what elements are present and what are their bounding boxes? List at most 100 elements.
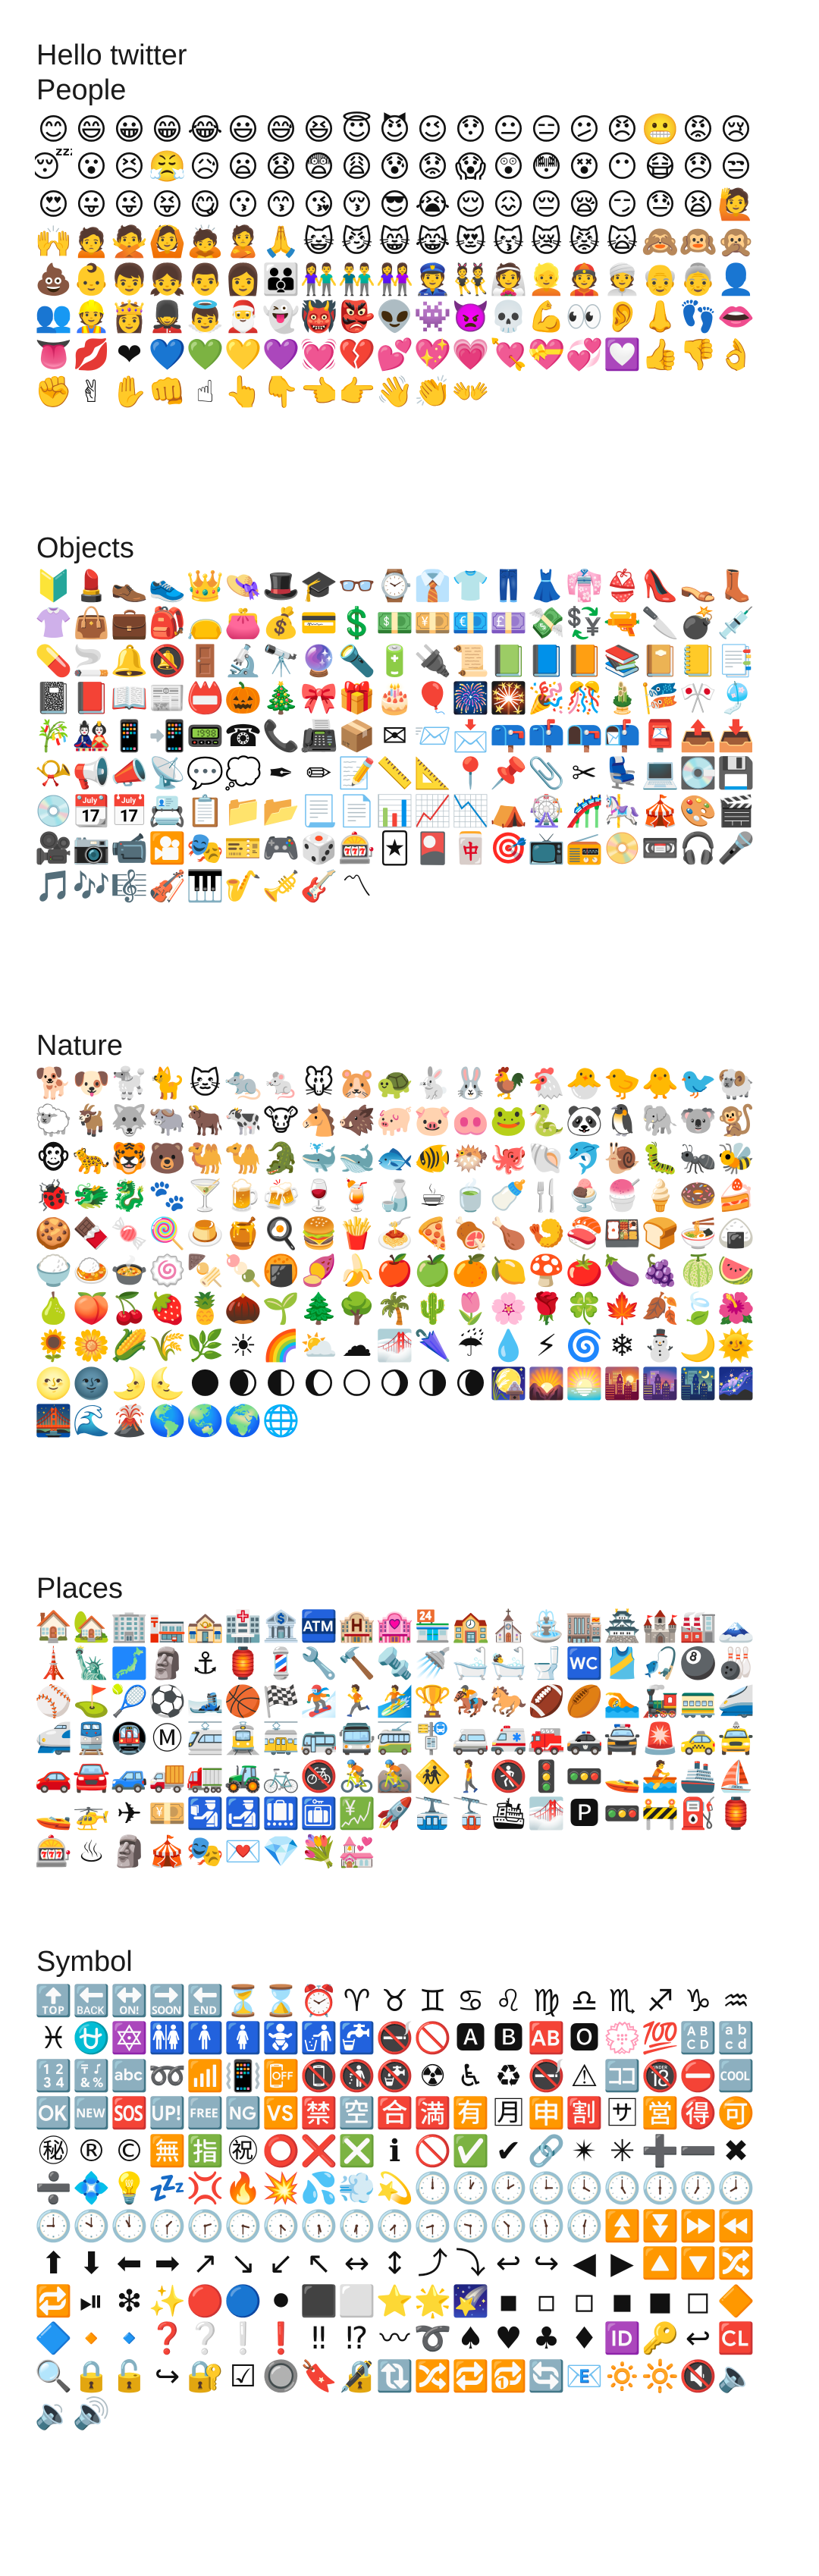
emoji-nature-154: 🌛 — [111, 1366, 148, 1401]
emoji-objects-63: 🎄 — [262, 681, 300, 717]
emoji-nature-74: 🍩 — [679, 1178, 717, 1214]
emoji-nature-65: 🍹 — [338, 1178, 375, 1214]
emoji-symbol-77: ® — [76, 2133, 107, 2169]
emoji-objects-129: 🎠 — [604, 793, 641, 829]
emoji-symbol-201: 🔁 — [452, 2358, 489, 2394]
emoji-people-26: 😨 — [303, 149, 335, 185]
emoji-objects-125: 📉 — [452, 793, 489, 829]
emoji-nature-47: 🐟 — [376, 1141, 413, 1176]
emoji-symbol-194: 🔐 — [187, 2358, 224, 2394]
emoji-symbol-116: 🕚 — [111, 2208, 148, 2244]
emoji-people-131: 👎 — [679, 337, 717, 372]
emoji-people-25: 😧 — [265, 149, 297, 185]
emoji-objects-154: 🎼 — [111, 868, 148, 904]
emoji-objects-132: 🎬 — [717, 793, 755, 829]
emoji-objects-143: 🎴 — [414, 831, 451, 867]
emoji-symbol-30: 🅰 — [455, 2021, 486, 2057]
emoji-nature-23: 🐂 — [187, 1103, 224, 1139]
emoji-nature-5: 🐀 — [224, 1065, 262, 1101]
emoji-nature-167: 🌇 — [604, 1366, 641, 1401]
emoji-places-86: 🚸 — [414, 1759, 451, 1794]
emoji-symbol-138: ↘ — [230, 2246, 256, 2282]
emoji-objects-128: 🎢 — [566, 793, 603, 829]
emoji-symbol-0: 🔝 — [35, 1983, 72, 2019]
emoji-places-90: 🚥 — [566, 1759, 603, 1794]
emoji-people-89: 👱 — [528, 262, 565, 297]
emoji-places-41: ⚽ — [149, 1683, 186, 1719]
emoji-places-56: 🚄 — [717, 1683, 755, 1719]
emoji-symbol-185: ♦ — [570, 2321, 598, 2357]
emoji-objects-142: 🃏 — [379, 831, 410, 867]
emoji-nature-162: 🌗 — [416, 1366, 449, 1401]
emoji-people-94: 👤 — [717, 262, 755, 297]
emoji-symbol-206: 🔆 — [642, 2358, 679, 2394]
emoji-places-2: 🏢 — [111, 1608, 148, 1644]
emoji-symbol-69: 🈷 — [493, 2096, 524, 2132]
emoji-symbol-113: 🕗 — [717, 2171, 755, 2207]
emoji-objects-24: 👛 — [224, 606, 262, 642]
emoji-people-95: 👥 — [35, 300, 72, 335]
emoji-symbol-150: 🔽 — [679, 2246, 717, 2282]
emoji-symbol-12: ♌ — [494, 1983, 522, 2019]
emoji-symbol-37: 🔡 — [717, 2021, 755, 2057]
emoji-symbol-86: 🚫 — [414, 2133, 451, 2169]
emoji-places-78: 🚙 — [111, 1759, 148, 1794]
emoji-objects-106: 📍 — [452, 756, 489, 792]
section-title-people: People — [36, 74, 127, 106]
emoji-nature-67: ☕ — [419, 1178, 447, 1214]
emoji-places-68: 🚐 — [452, 1721, 489, 1757]
emoji-places-44: 🏁 — [262, 1683, 300, 1719]
emoji-objects-4: 👑 — [187, 568, 224, 604]
emoji-nature-138: ☀ — [229, 1329, 257, 1364]
emoji-symbol-186: 🆔 — [604, 2321, 641, 2357]
emoji-people-75: 🙊 — [717, 224, 755, 260]
emoji-nature-84: 🍟 — [338, 1216, 375, 1251]
emoji-symbol-121: 🕠 — [300, 2208, 337, 2244]
emoji-symbol-179: ⁉ — [345, 2321, 369, 2357]
emoji-nature-66: 🍶 — [376, 1178, 413, 1214]
emoji-people-102: 👹 — [300, 300, 337, 335]
emoji-symbol-48: ☢ — [419, 2058, 447, 2094]
emoji-symbol-20: ⛎ — [73, 2021, 110, 2057]
emoji-symbol-17: ♑ — [684, 1983, 712, 2019]
emoji-places-49: 🏇 — [452, 1683, 489, 1719]
emoji-places-35: 🎣 — [642, 1646, 679, 1682]
emoji-places-91: 🚤 — [604, 1759, 641, 1794]
emoji-symbol-65: 🈳 — [338, 2096, 375, 2132]
emoji-symbol-197: 🔖 — [300, 2358, 337, 2394]
emoji-objects-151: 🎤 — [717, 831, 755, 867]
emoji-places-62: 🚊 — [224, 1721, 262, 1757]
emoji-places-30: 🛁 — [452, 1646, 489, 1682]
emoji-objects-51: 📘 — [528, 643, 565, 679]
emoji-nature-95: 🍚 — [35, 1253, 72, 1289]
emoji-nature-112: 🍈 — [679, 1253, 717, 1289]
emoji-people-78: 👦 — [111, 262, 148, 297]
emoji-people-6: 😅 — [265, 111, 297, 147]
emoji-objects-92: 📮 — [642, 718, 679, 754]
emoji-symbol-122: 🕡 — [338, 2208, 375, 2244]
emoji-places-5: 🏥 — [224, 1608, 262, 1644]
emoji-nature-69: 🍼 — [490, 1178, 527, 1214]
emoji-objects-137: 🎭 — [187, 831, 224, 867]
emoji-people-60: 🙆 — [149, 224, 186, 260]
emoji-objects-86: 📨 — [414, 718, 451, 754]
emoji-nature-80: 🍮 — [187, 1216, 224, 1251]
emoji-people-77: 👶 — [73, 262, 110, 297]
emoji-objects-83: 📠 — [300, 718, 337, 754]
emoji-nature-29: 🐷 — [414, 1103, 451, 1139]
emoji-people-135: ✋ — [111, 375, 148, 410]
emoji-symbol-56: 🆒 — [717, 2058, 755, 2094]
emoji-nature-104: 🍎 — [376, 1253, 413, 1289]
emoji-nature-39: 🐆 — [73, 1141, 110, 1176]
emoji-objects-47: 🔋 — [376, 643, 413, 679]
emoji-objects-140: 🎲 — [300, 831, 337, 867]
emoji-places-104: 🚀 — [376, 1796, 413, 1832]
emoji-symbol-119: 🕞 — [224, 2208, 262, 2244]
emoji-places-112: ⛽ — [679, 1796, 717, 1832]
emoji-symbol-188: ↩ — [685, 2321, 711, 2357]
emoji-nature-159: 🌔 — [303, 1366, 335, 1401]
emoji-symbol-19: ♓ — [39, 2021, 67, 2057]
emoji-symbol-3: 🔜 — [149, 1983, 186, 2019]
emoji-people-68: 😻 — [454, 224, 487, 260]
emoji-people-86: 👮 — [414, 262, 451, 297]
